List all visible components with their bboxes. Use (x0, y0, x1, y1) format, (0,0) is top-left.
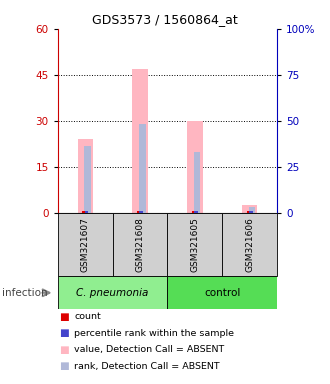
Bar (58, 276, 168, 309)
Text: ■: ■ (59, 345, 69, 355)
Bar (137, 211, 141, 213)
Text: ■: ■ (59, 312, 69, 322)
Bar (113, 213, 168, 276)
Bar (132, 69, 148, 213)
Bar (249, 211, 252, 213)
Bar (84, 146, 91, 213)
Text: value, Detection Call = ABSENT: value, Detection Call = ABSENT (74, 345, 224, 354)
Bar (222, 213, 277, 276)
Bar (194, 152, 200, 213)
Bar (249, 207, 255, 213)
Text: count: count (74, 312, 101, 321)
Text: control: control (204, 288, 241, 298)
Bar (168, 276, 277, 309)
Bar (140, 211, 143, 213)
Text: GSM321608: GSM321608 (136, 217, 145, 272)
Text: percentile rank within the sample: percentile rank within the sample (74, 329, 234, 338)
Text: ■: ■ (59, 361, 69, 371)
Text: GSM321605: GSM321605 (190, 217, 199, 272)
Bar (247, 211, 250, 213)
Bar (187, 121, 203, 213)
Bar (139, 124, 146, 213)
Bar (192, 211, 195, 213)
Bar (82, 211, 86, 213)
Bar (58, 213, 113, 276)
Bar (168, 213, 222, 276)
Text: GSM321606: GSM321606 (245, 217, 254, 272)
Text: GSM321607: GSM321607 (81, 217, 90, 272)
Text: infection: infection (2, 288, 47, 298)
Text: C. pneumonia: C. pneumonia (77, 288, 149, 298)
Text: rank, Detection Call = ABSENT: rank, Detection Call = ABSENT (74, 362, 220, 371)
Bar (242, 205, 257, 213)
Bar (78, 139, 93, 213)
Bar (194, 211, 198, 213)
Bar (84, 211, 88, 213)
Text: ■: ■ (59, 328, 69, 338)
Text: GDS3573 / 1560864_at: GDS3573 / 1560864_at (92, 13, 238, 26)
